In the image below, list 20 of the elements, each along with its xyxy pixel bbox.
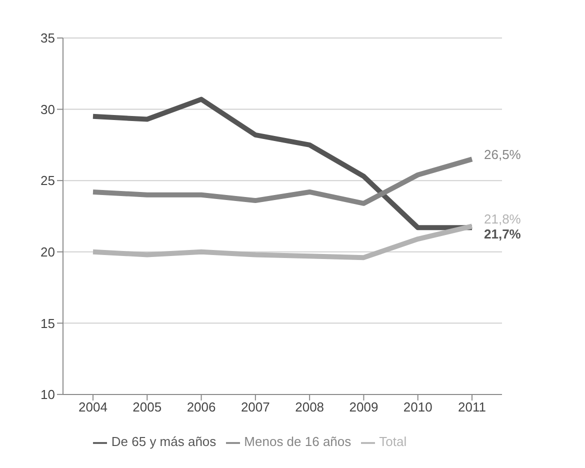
legend-label: Menos de 16 años — [244, 434, 352, 450]
legend-label: Total — [379, 434, 407, 450]
x-tick-label: 2004 — [78, 400, 108, 415]
x-tick-label: 2011 — [458, 400, 486, 415]
x-tick-label: 2009 — [349, 400, 378, 415]
y-tick-label: 15 — [40, 316, 55, 331]
y-tick-label: 20 — [40, 244, 55, 260]
y-tick-label: 10 — [40, 387, 55, 402]
y-tick-label: 35 — [40, 30, 55, 46]
annotation: 26,5% — [484, 146, 522, 162]
x-tick-label: 2010 — [403, 400, 432, 415]
x-tick-label: 2005 — [132, 400, 162, 415]
y-tick-label: 25 — [40, 173, 55, 188]
x-tick-label: 2006 — [186, 400, 216, 415]
legend-label: De 65 y más años — [111, 434, 216, 450]
annotation: 21,7% — [484, 226, 522, 242]
y-tick-label: 30 — [40, 102, 55, 117]
x-tick-label: 2008 — [295, 400, 324, 415]
annotation: 21,8% — [484, 212, 522, 227]
x-tick-label: 2007 — [240, 400, 270, 415]
